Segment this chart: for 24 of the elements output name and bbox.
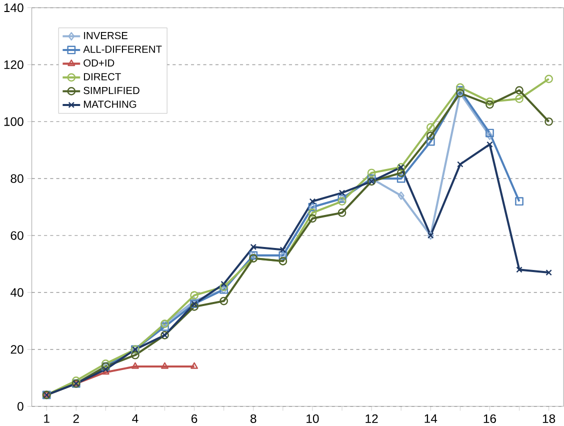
legend-label: OD+ID [84, 59, 114, 66]
legend-label: INVERSE [84, 32, 128, 39]
x-tick-label: 12 [366, 414, 378, 423]
x-tick-label: 10 [306, 414, 319, 423]
x-tick-label: 16 [484, 414, 496, 423]
legend-label: SIMPLIFIED [84, 86, 140, 94]
y-tick-label: 80 [10, 174, 24, 183]
legend-label: MATCHING [84, 100, 136, 108]
y-tick-label: 40 [10, 288, 24, 297]
y-tick-label: 120 [4, 60, 24, 69]
y-tick-label: 140 [4, 3, 24, 12]
y-tick-label: 60 [10, 231, 24, 240]
x-tick-label: 6 [192, 414, 198, 423]
x-tick-label: 2 [73, 414, 79, 423]
y-tick-label: 100 [4, 117, 24, 126]
legend-label: DIRECT [84, 72, 121, 80]
y-tick-label: 20 [10, 344, 24, 354]
x-tick-label: 18 [542, 414, 556, 423]
y-tick-label: 0 [18, 402, 24, 410]
legend-label: ALL-DIFFERENT [83, 46, 162, 53]
x-tick-label: 4 [132, 414, 138, 423]
x-tick-label: 1 [44, 414, 50, 423]
x-tick-label: 8 [250, 414, 256, 423]
x-tick-label: 14 [424, 414, 438, 423]
